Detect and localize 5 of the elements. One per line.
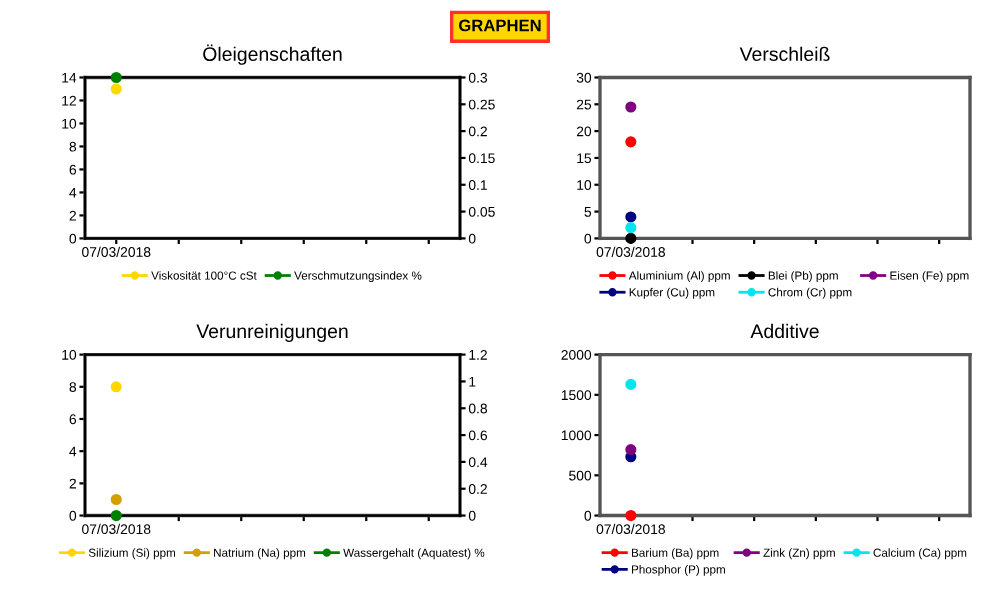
chart-title: Verschleiß [739, 46, 830, 61]
chart-title: Additive [750, 323, 819, 339]
chart-title: Öleigenschaften [203, 44, 342, 65]
text: GRAPHEN [459, 19, 541, 32]
chart-title: Verunreinigungen [196, 323, 348, 342]
